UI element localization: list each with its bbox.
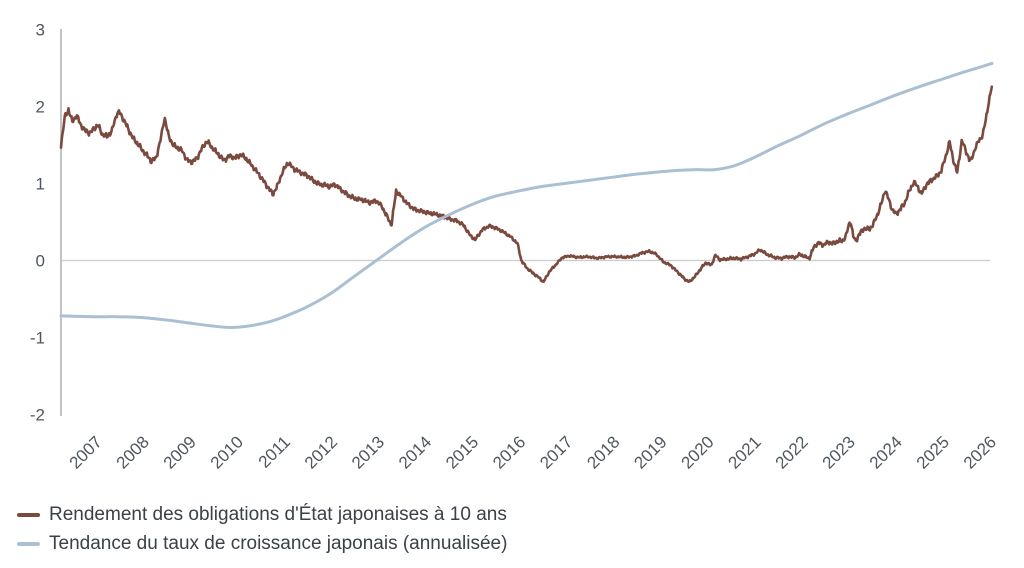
legend-label-jgb-yield: Rendement des obligations d'État japonai… xyxy=(49,504,507,525)
legend-label-growth-trend: Tendance du taux de croissance japonais … xyxy=(49,533,508,554)
legend-swatch-jgb-yield xyxy=(17,513,40,517)
x-tick-label: 2009 xyxy=(160,432,200,472)
series-growth-trend-line xyxy=(59,61,994,329)
y-tick-label: 0 xyxy=(36,252,45,271)
x-tick-label: 2007 xyxy=(66,432,106,472)
x-tick-label: 2018 xyxy=(583,432,623,472)
x-tick-label: 2015 xyxy=(442,432,482,472)
x-tick-label: 2025 xyxy=(913,432,953,472)
x-tick-label: 2022 xyxy=(772,432,812,472)
x-tick-label: 2023 xyxy=(819,432,859,472)
series-jgb-yield-line xyxy=(59,85,994,283)
x-tick-label: 2016 xyxy=(489,432,529,472)
y-tick-label: -2 xyxy=(30,406,45,425)
y-tick-label: -1 xyxy=(30,329,45,348)
x-tick-label: 2013 xyxy=(348,432,388,472)
x-tick-label: 2020 xyxy=(677,432,717,472)
y-tick-label: 2 xyxy=(36,98,45,117)
legend-item-growth-trend: Tendance du taux de croissance japonais … xyxy=(17,533,507,555)
x-tick-label: 2010 xyxy=(207,432,247,472)
y-tick-label: 1 xyxy=(36,175,45,194)
x-tick-label: 2014 xyxy=(395,432,435,472)
x-tick-label: 2026 xyxy=(960,432,1000,472)
y-tick-label: 3 xyxy=(36,21,45,40)
x-tick-label: 2024 xyxy=(866,432,906,472)
x-tick-label: 2011 xyxy=(255,432,294,471)
x-tick-label: 2008 xyxy=(113,432,153,472)
x-tick-label: 2017 xyxy=(536,432,576,472)
x-tick-label: 2019 xyxy=(630,432,670,472)
x-tick-label: 2021 xyxy=(725,432,765,472)
legend-swatch-growth-trend xyxy=(17,542,40,546)
x-tick-label: 2012 xyxy=(301,432,341,472)
legend: Rendement des obligations d'État japonai… xyxy=(17,504,507,555)
legend-item-jgb-yield: Rendement des obligations d'État japonai… xyxy=(17,504,507,526)
